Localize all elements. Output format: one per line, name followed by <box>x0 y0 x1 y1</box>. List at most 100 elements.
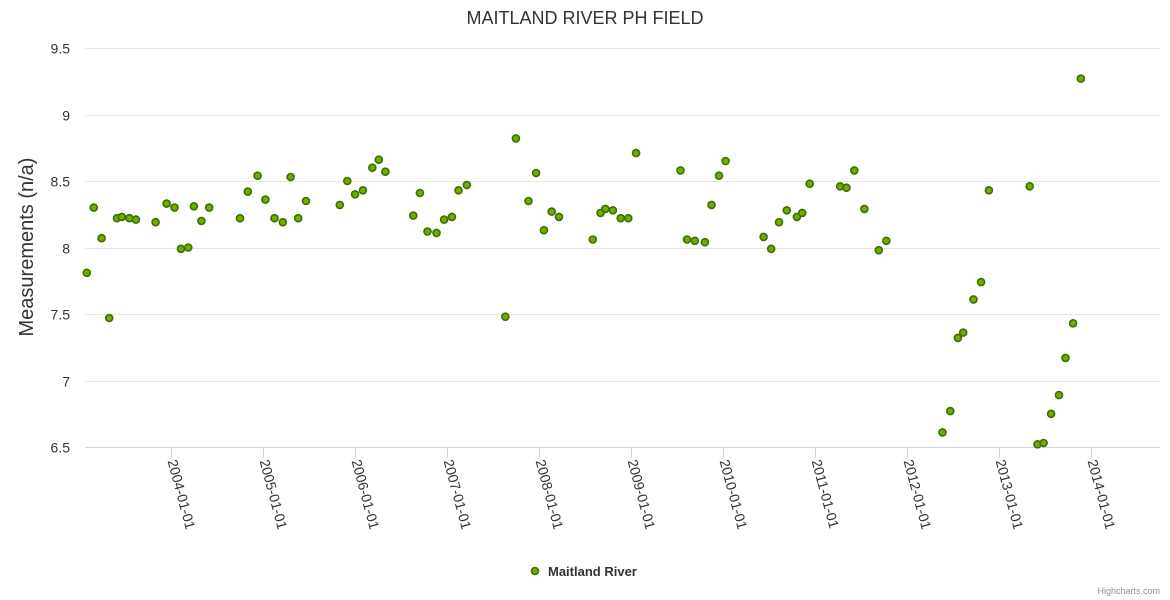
data-point[interactable] <box>881 236 891 246</box>
data-point[interactable] <box>462 180 472 190</box>
data-point[interactable] <box>849 166 859 175</box>
data-point[interactable] <box>342 176 352 186</box>
data-point[interactable] <box>608 206 618 215</box>
y-axis: 6.5 7 7.5 8 8.5 9 9.5 <box>51 41 71 456</box>
credits-link[interactable]: Highcharts.com <box>1097 586 1160 596</box>
data-point[interactable] <box>454 186 463 195</box>
data-point[interactable] <box>700 237 710 247</box>
data-point[interactable] <box>335 200 345 210</box>
data-point[interactable] <box>500 312 510 322</box>
data-point[interactable] <box>707 200 716 210</box>
data-point[interactable] <box>350 190 360 199</box>
data-point[interactable] <box>623 213 633 223</box>
data-point[interactable] <box>721 156 730 166</box>
data-point[interactable] <box>415 188 425 198</box>
y-axis-label: Measurements (n/a) <box>16 158 38 337</box>
data-point[interactable] <box>601 204 610 214</box>
data-point[interactable] <box>588 235 598 244</box>
grid-layer <box>85 48 1160 448</box>
data-point[interactable] <box>235 213 245 223</box>
data-point[interactable] <box>439 215 449 224</box>
data-point[interactable] <box>1076 74 1086 83</box>
data-point[interactable] <box>616 213 626 223</box>
data-point[interactable] <box>301 196 311 206</box>
data-point[interactable] <box>197 216 206 226</box>
data-point[interactable] <box>797 208 807 218</box>
data-point[interactable] <box>1046 409 1056 419</box>
data-point[interactable] <box>1025 182 1034 191</box>
data-point[interactable] <box>842 183 851 192</box>
data-point[interactable] <box>151 217 160 227</box>
legend-marker[interactable] <box>530 566 540 576</box>
data-point[interactable] <box>97 233 106 243</box>
data-point[interactable] <box>969 295 978 304</box>
data-point[interactable] <box>170 203 179 212</box>
data-point[interactable] <box>676 166 685 175</box>
data-point[interactable] <box>531 168 541 178</box>
legend[interactable]: Maitland River <box>530 564 637 579</box>
data-point[interactable] <box>162 199 171 208</box>
x-tick-label: 2014-01-01 <box>1085 458 1119 532</box>
data-point[interactable] <box>447 212 457 222</box>
data-point[interactable] <box>204 203 214 212</box>
data-point[interactable] <box>539 225 549 235</box>
data-point[interactable] <box>261 195 270 204</box>
data-point[interactable] <box>938 428 947 437</box>
data-point[interactable] <box>958 328 968 337</box>
data-point[interactable] <box>293 213 303 223</box>
data-point[interactable] <box>984 186 994 195</box>
data-point[interactable] <box>189 202 199 211</box>
data-point[interactable] <box>408 211 418 220</box>
data-point[interactable] <box>782 206 792 215</box>
x-axis: 2004-01-01 2005-01-01 2006-01-01 2007-01-01… <box>85 447 1160 531</box>
x-tick-label: 2008-01-01 <box>533 458 567 532</box>
data-point[interactable] <box>374 155 384 164</box>
data-point[interactable] <box>511 134 521 143</box>
data-point[interactable] <box>1039 438 1048 448</box>
data-point[interactable] <box>682 235 692 244</box>
data-point[interactable] <box>1068 318 1078 328</box>
data-point[interactable] <box>278 217 288 227</box>
data-point[interactable] <box>1054 390 1064 400</box>
data-point[interactable] <box>860 204 869 214</box>
data-point[interactable] <box>759 232 768 242</box>
data-point[interactable] <box>367 163 377 172</box>
data-point[interactable] <box>524 196 533 206</box>
data-point[interactable] <box>1061 353 1070 363</box>
data-point[interactable] <box>714 171 724 180</box>
data-point[interactable] <box>976 277 986 287</box>
x-tick-label: 2004-01-01 <box>165 458 199 532</box>
data-point[interactable] <box>945 406 955 416</box>
data-point[interactable] <box>253 171 262 180</box>
data-point[interactable] <box>358 186 368 195</box>
data-point[interactable] <box>432 228 441 238</box>
data-point[interactable] <box>631 148 641 158</box>
data-point[interactable] <box>874 245 884 255</box>
data-point[interactable] <box>82 268 92 278</box>
data-point[interactable] <box>423 227 432 236</box>
data-point[interactable] <box>381 167 390 176</box>
legend-label[interactable]: Maitland River <box>548 564 637 579</box>
data-point[interactable] <box>953 333 963 343</box>
data-point[interactable] <box>176 244 186 254</box>
data-point[interactable] <box>554 212 564 222</box>
data-point[interactable] <box>774 217 784 227</box>
data-point[interactable] <box>243 187 253 196</box>
data-point[interactable] <box>286 172 295 182</box>
x-tick-label: 2007-01-01 <box>441 458 475 532</box>
data-point[interactable] <box>131 215 141 224</box>
y-tick-label: 9.5 <box>51 41 71 57</box>
data-point[interactable] <box>104 313 114 323</box>
data-point[interactable] <box>89 203 99 212</box>
y-tick-label: 6.5 <box>51 440 71 456</box>
data-point[interactable] <box>547 207 557 216</box>
data-point[interactable] <box>117 212 127 222</box>
x-tick-label: 2005-01-01 <box>257 458 291 532</box>
data-point[interactable] <box>184 243 193 252</box>
data-point[interactable] <box>690 236 700 246</box>
data-point[interactable] <box>805 179 815 188</box>
data-point[interactable] <box>270 213 279 223</box>
data-point[interactable] <box>766 244 776 254</box>
series-points <box>82 74 1086 449</box>
